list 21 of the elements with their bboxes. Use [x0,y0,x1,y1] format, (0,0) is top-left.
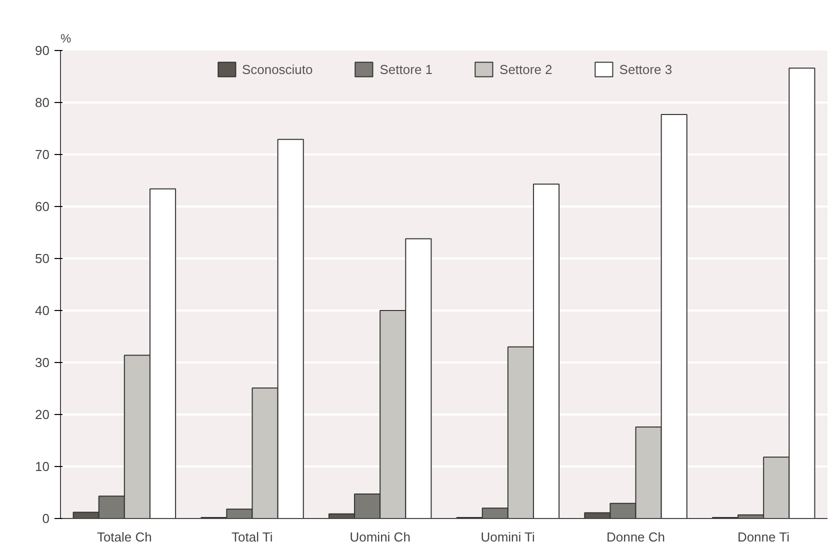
y-tick-label: 90 [35,43,50,58]
legend-label: Settore 1 [380,62,433,76]
x-tick-label: Totale Ch [96,530,152,544]
x-tick-label: Donne Ch [606,530,666,544]
y-tick-label: 80 [35,95,50,110]
y-tick-label: 40 [35,303,50,318]
legend-label: Settore 2 [500,62,552,76]
y-tick-label: 20 [35,407,50,422]
x-tick-label: Total Ti [232,530,273,544]
x-tick-label: Uomini Ch [350,530,410,544]
y-tick-label: 50 [35,251,50,266]
x-tick-label: Uomini Ti [480,530,535,544]
legend-label: Settore 3 [619,62,672,76]
y-tick-label: 0 [42,511,50,526]
y-tick-label: 60 [35,199,50,214]
y-axis-title: % [60,32,72,46]
legend-label: Sconosciuto [242,62,313,76]
y-tick-label: 30 [35,355,50,370]
y-tick-label: 70 [35,147,50,162]
x-tick-label: Donne Ti [737,530,790,544]
y-tick-label: 10 [35,459,50,474]
